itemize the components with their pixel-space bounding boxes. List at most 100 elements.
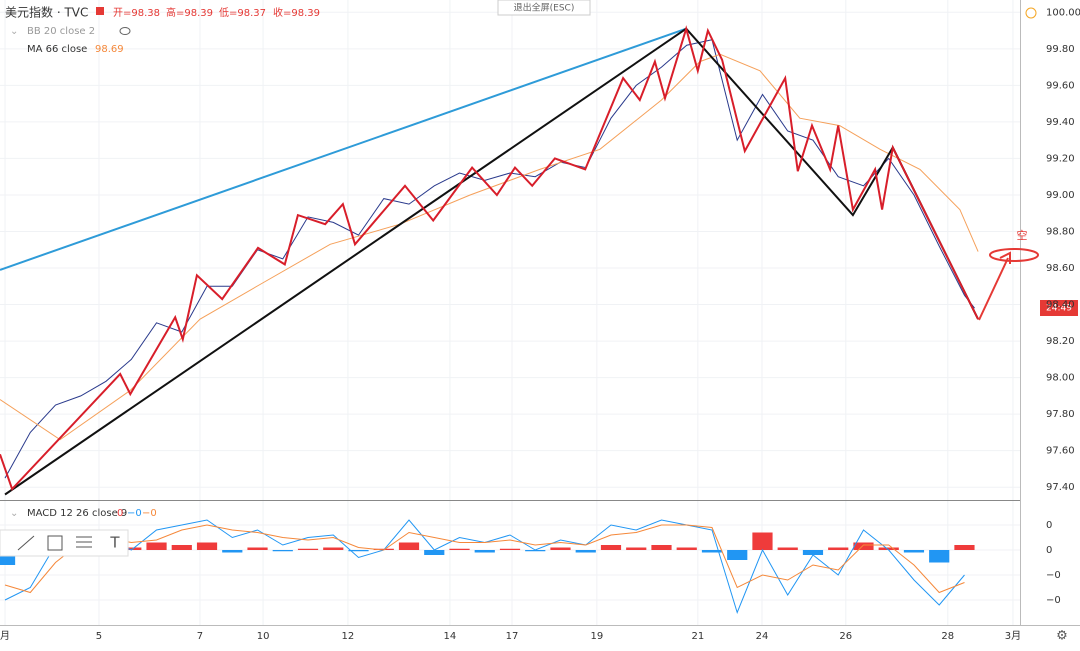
- macd-histogram-bar: [550, 547, 571, 550]
- ma-line: [0, 53, 979, 441]
- macd-histogram-bar: [499, 548, 521, 550]
- x-tick-label: 21: [691, 631, 704, 642]
- macd-histogram-bar: [752, 532, 773, 550]
- macd-histogram-bar: [121, 547, 142, 550]
- macd-histogram-bar: [449, 548, 470, 550]
- x-tick-label: 10: [257, 631, 270, 642]
- macd-histogram-bar: [525, 550, 546, 552]
- drawing-toolbar: T: [0, 529, 129, 557]
- macd-histogram-bar: [247, 547, 268, 550]
- y-tick-label: −0: [1046, 595, 1061, 606]
- fib-tool[interactable]: [76, 536, 92, 548]
- x-tick-label: 19: [590, 631, 603, 642]
- x-tick-label: 17: [506, 631, 519, 642]
- arrow-annotation: [978, 257, 1009, 321]
- macd-legend: MACD 12 26 close 9: [27, 508, 127, 519]
- macd-histogram-bar: [171, 545, 192, 550]
- ohlc-close: 收=98.39: [273, 6, 320, 19]
- macd-histogram-bar: [196, 542, 218, 550]
- x-tick-label: 12: [342, 631, 355, 642]
- macd-legend-hist: 0: [117, 508, 123, 519]
- rect-tool[interactable]: [47, 535, 63, 551]
- ma-legend: MA 66 close: [27, 44, 87, 55]
- bb-legend: BB 20 close 2: [27, 26, 95, 37]
- y-tick-label: 0: [1046, 545, 1052, 556]
- ohlc-high: 高=98.39: [166, 6, 213, 19]
- y-tick-label: 98.20: [1046, 336, 1075, 347]
- flag-icon[interactable]: [96, 7, 104, 15]
- y-tick-label: 0: [1046, 520, 1052, 531]
- macd-histogram-bar: [651, 545, 672, 550]
- macd-histogram-bar: [929, 550, 950, 563]
- y-tick-label: 98.00: [1046, 373, 1075, 384]
- y-tick-label: 99.80: [1046, 44, 1075, 55]
- macd-histogram-bar: [878, 547, 899, 550]
- x-tick-label: 14: [444, 631, 457, 642]
- macd-histogram-bar: [424, 550, 445, 555]
- x-tick-label: 26: [839, 631, 852, 642]
- macd-histogram-bar: [676, 547, 697, 550]
- settings-icon[interactable]: ⚙: [1056, 629, 1068, 644]
- macd-histogram-bar: [348, 550, 369, 552]
- y-tick-label: 98.60: [1046, 263, 1075, 274]
- ohlc-open: 开=98.38: [113, 8, 160, 19]
- y-tick-label: 97.80: [1046, 409, 1075, 420]
- trend-line-tool[interactable]: [17, 535, 35, 551]
- macd-histogram-bar: [828, 547, 849, 550]
- y-tick-label: 98.40: [1046, 300, 1075, 311]
- highlight-ellipse: [989, 248, 1039, 262]
- countdown-tag: [1040, 300, 1078, 316]
- macd-legend-macd: −0: [127, 508, 142, 519]
- y-tick-label: −0: [1046, 570, 1061, 581]
- macd-legend-signal: −0: [142, 508, 157, 519]
- macd-histogram-bar: [727, 550, 748, 560]
- exit-fullscreen-button[interactable]: [497, 0, 591, 16]
- x-tick-label: 月: [0, 630, 10, 642]
- alert-icon[interactable]: [1025, 7, 1037, 19]
- plot-layer: [0, 0, 1020, 625]
- x-tick-label: 5: [96, 631, 102, 642]
- y-tick-label: 99.00: [1046, 190, 1075, 201]
- toolbar-bg: [0, 529, 129, 557]
- visibility-icon[interactable]: [119, 27, 131, 35]
- x-tick-label: 24: [756, 631, 769, 642]
- macd-histogram-bar: [222, 550, 243, 553]
- y-tick-label: 97.60: [1046, 446, 1075, 457]
- macd-histogram-bar: [701, 550, 723, 553]
- macd-histogram-bar: [575, 550, 596, 553]
- x-tick-label: 28: [941, 631, 954, 642]
- macd-histogram-bar: [474, 550, 495, 553]
- ma-legend-value: 98.69: [95, 44, 124, 55]
- macd-histogram-bar: [297, 548, 319, 550]
- macd-histogram-bar: [626, 547, 647, 550]
- macd-histogram-bar: [146, 542, 167, 550]
- collapse-icon[interactable]: ⌄: [10, 26, 18, 37]
- text-tool[interactable]: T: [109, 534, 120, 552]
- x-tick-label: 3月: [1005, 630, 1021, 642]
- symbol-title: 美元指数 · TVC: [5, 5, 88, 20]
- y-tick-label: 99.40: [1046, 117, 1075, 128]
- countdown: 24:49: [1046, 304, 1072, 314]
- x-tick-label: 7: [197, 631, 203, 642]
- macd-histogram-bar: [600, 545, 622, 550]
- trend-drawing: [0, 25, 979, 491]
- y-tick-label: 99.20: [1046, 153, 1075, 164]
- macd-histogram-bar: [853, 542, 874, 550]
- trend-drawing: [0, 27, 687, 271]
- macd-histogram-bar: [272, 550, 293, 552]
- macd-histogram-bar: [903, 550, 925, 553]
- macd-histogram-bar: [323, 547, 344, 550]
- macd-line: [4, 524, 965, 594]
- y-tick-label: 98.80: [1046, 226, 1075, 237]
- y-tick-label: 97.40: [1046, 482, 1075, 493]
- ohlc-low: 低=98.37: [219, 6, 266, 19]
- exit-fullscreen-label: 退出全屏(ESC): [514, 2, 575, 14]
- macd-histogram-bar: [777, 547, 798, 550]
- collapse-icon[interactable]: ⌄: [10, 508, 18, 519]
- annotation: 空: [1017, 228, 1028, 242]
- macd-histogram-bar: [954, 545, 975, 550]
- macd-histogram-bar: [398, 542, 420, 550]
